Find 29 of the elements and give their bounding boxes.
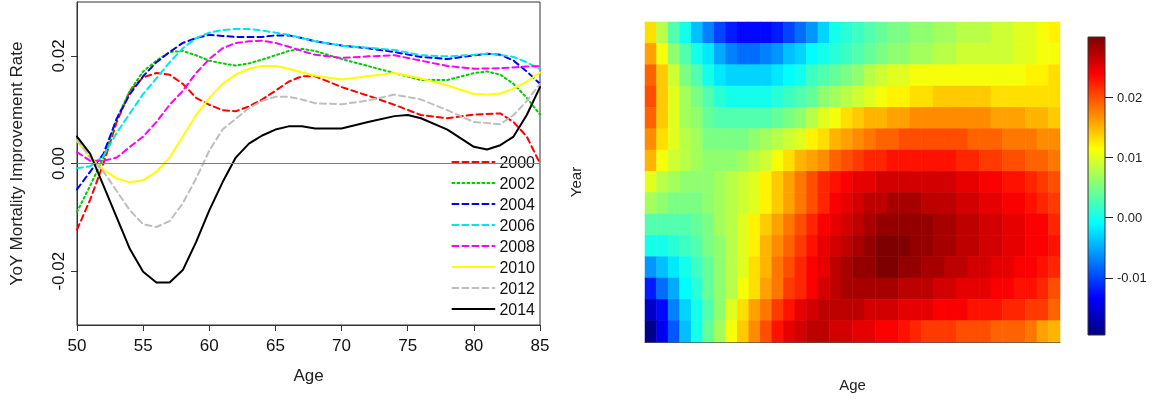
legend-label: 2004 bbox=[499, 195, 536, 213]
x-tick-label: 50 bbox=[67, 336, 87, 355]
legend-label: 2010 bbox=[499, 258, 536, 276]
legend-label: 2006 bbox=[499, 216, 536, 234]
line-series bbox=[76, 47, 541, 213]
legend-label: 2008 bbox=[499, 237, 536, 255]
x-tick-label: 55 bbox=[133, 336, 153, 355]
y-tick-label: 0.02 bbox=[49, 39, 68, 73]
y-axis-title: YoY Mortality Improvement Rate bbox=[7, 41, 26, 286]
x-axis-title: Age bbox=[839, 376, 866, 393]
x-tick-label: 80 bbox=[464, 336, 484, 355]
color-bar-label: 0.00 bbox=[1117, 210, 1143, 226]
x-tick-label: 70 bbox=[332, 336, 352, 355]
x-axis-title: Age bbox=[293, 366, 324, 385]
legend-label: 2014 bbox=[499, 300, 536, 318]
color-bar-label: 0.01 bbox=[1117, 149, 1143, 165]
color-bar-label: -0.01 bbox=[1117, 270, 1147, 286]
x-tick-label: 75 bbox=[398, 336, 418, 355]
legend-label: 2012 bbox=[499, 279, 536, 297]
x-tick-label: 65 bbox=[265, 336, 285, 355]
y-tick-label: -0.02 bbox=[49, 251, 68, 291]
line-series bbox=[76, 33, 541, 191]
line-series bbox=[76, 86, 541, 284]
y-tick-label: 0.00 bbox=[49, 146, 68, 181]
y-axis-title: Year bbox=[567, 166, 584, 198]
x-tick-label: 85 bbox=[530, 336, 550, 355]
color-bar-label: 0.02 bbox=[1117, 89, 1143, 105]
x-tick-label: 60 bbox=[199, 336, 219, 355]
legend-label: 2002 bbox=[499, 174, 536, 192]
